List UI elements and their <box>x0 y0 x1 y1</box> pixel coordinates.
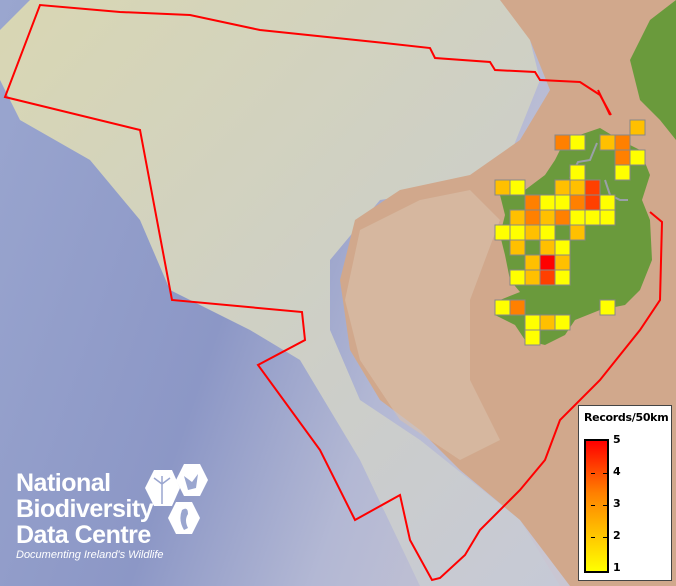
nbdc-logo: National Biodiversity Data Centre Docume… <box>16 470 164 561</box>
grid-cell-2-records[interactable] <box>539 209 556 226</box>
hexagon-species-icon <box>145 464 208 534</box>
legend-label-5: 5 <box>613 433 621 446</box>
records-grid <box>494 119 646 346</box>
grid-cell-2-records[interactable] <box>554 254 571 271</box>
grid-cell-1-records[interactable] <box>629 149 646 166</box>
grid-cell-1-records[interactable] <box>509 269 526 286</box>
grid-cell-1-records[interactable] <box>599 194 616 211</box>
grid-cell-1-records[interactable] <box>599 209 616 226</box>
logo-tagline: Documenting Ireland's Wildlife <box>16 549 164 561</box>
grid-cell-2-records[interactable] <box>524 269 541 286</box>
legend-tick <box>591 473 595 474</box>
grid-cell-2-records[interactable] <box>539 239 556 256</box>
legend-label-3: 3 <box>613 497 621 510</box>
grid-cell-1-records[interactable] <box>614 164 631 181</box>
grid-cell-2-records[interactable] <box>569 179 586 196</box>
legend-tick <box>603 505 607 506</box>
grid-cell-1-records[interactable] <box>539 224 556 241</box>
grid-cell-1-records[interactable] <box>494 224 511 241</box>
grid-cell-3-records[interactable] <box>524 209 541 226</box>
logo-line-2: Biodiversity <box>16 495 154 523</box>
legend-label-1: 1 <box>613 561 621 574</box>
grid-cell-1-records[interactable] <box>554 239 571 256</box>
grid-cell-3-records[interactable] <box>614 134 631 151</box>
grid-cell-1-records[interactable] <box>524 314 541 331</box>
logo-line-3: Data Centre <box>16 521 151 549</box>
shelf-mid <box>345 190 500 460</box>
legend-tick <box>591 505 595 506</box>
legend-tick <box>603 473 607 474</box>
grid-cell-2-records[interactable] <box>569 224 586 241</box>
grid-cell-2-records[interactable] <box>524 224 541 241</box>
grid-cell-1-records[interactable] <box>569 134 586 151</box>
grid-cell-2-records[interactable] <box>494 179 511 196</box>
grid-cell-4-records[interactable] <box>584 179 601 196</box>
grid-cell-1-records[interactable] <box>569 209 586 226</box>
grid-cell-5-records[interactable] <box>539 254 556 271</box>
legend-color-ramp <box>584 439 609 573</box>
grid-cell-4-records[interactable] <box>584 194 601 211</box>
grid-cell-3-records[interactable] <box>554 209 571 226</box>
britain-landmass <box>630 0 676 140</box>
grid-cell-2-records[interactable] <box>539 314 556 331</box>
grid-cell-1-records[interactable] <box>569 164 586 181</box>
grid-cell-1-records[interactable] <box>509 179 526 196</box>
grid-cell-1-records[interactable] <box>599 299 616 316</box>
grid-cell-1-records[interactable] <box>509 224 526 241</box>
grid-cell-1-records[interactable] <box>554 314 571 331</box>
grid-cell-3-records[interactable] <box>569 194 586 211</box>
eez-boundary-north <box>3 3 664 582</box>
grid-cell-1-records[interactable] <box>584 209 601 226</box>
grid-cell-1-records[interactable] <box>539 194 556 211</box>
legend-tick <box>591 537 595 538</box>
grid-cell-4-records[interactable] <box>539 269 556 286</box>
map-legend: Records/50km 5 4 3 2 1 <box>578 405 672 581</box>
legend-tick <box>603 537 607 538</box>
grid-cell-1-records[interactable] <box>494 299 511 316</box>
grid-cell-3-records[interactable] <box>554 134 571 151</box>
grid-cell-2-records[interactable] <box>524 254 541 271</box>
grid-cell-2-records[interactable] <box>554 179 571 196</box>
legend-title: Records/50km <box>584 411 669 424</box>
grid-cell-1-records[interactable] <box>524 329 541 346</box>
legend-label-4: 4 <box>613 465 621 478</box>
grid-cell-2-records[interactable] <box>599 134 616 151</box>
grid-cell-1-records[interactable] <box>554 194 571 211</box>
grid-cell-2-records[interactable] <box>509 209 526 226</box>
grid-cell-3-records[interactable] <box>614 149 631 166</box>
logo-line-1: National <box>16 469 111 497</box>
legend-label-2: 2 <box>613 529 621 542</box>
grid-cell-2-records[interactable] <box>629 119 646 136</box>
grid-cell-2-records[interactable] <box>509 239 526 256</box>
grid-cell-1-records[interactable] <box>554 269 571 286</box>
grid-cell-3-records[interactable] <box>524 194 541 211</box>
grid-cell-3-records[interactable] <box>509 299 526 316</box>
continental-shelf <box>0 0 560 586</box>
